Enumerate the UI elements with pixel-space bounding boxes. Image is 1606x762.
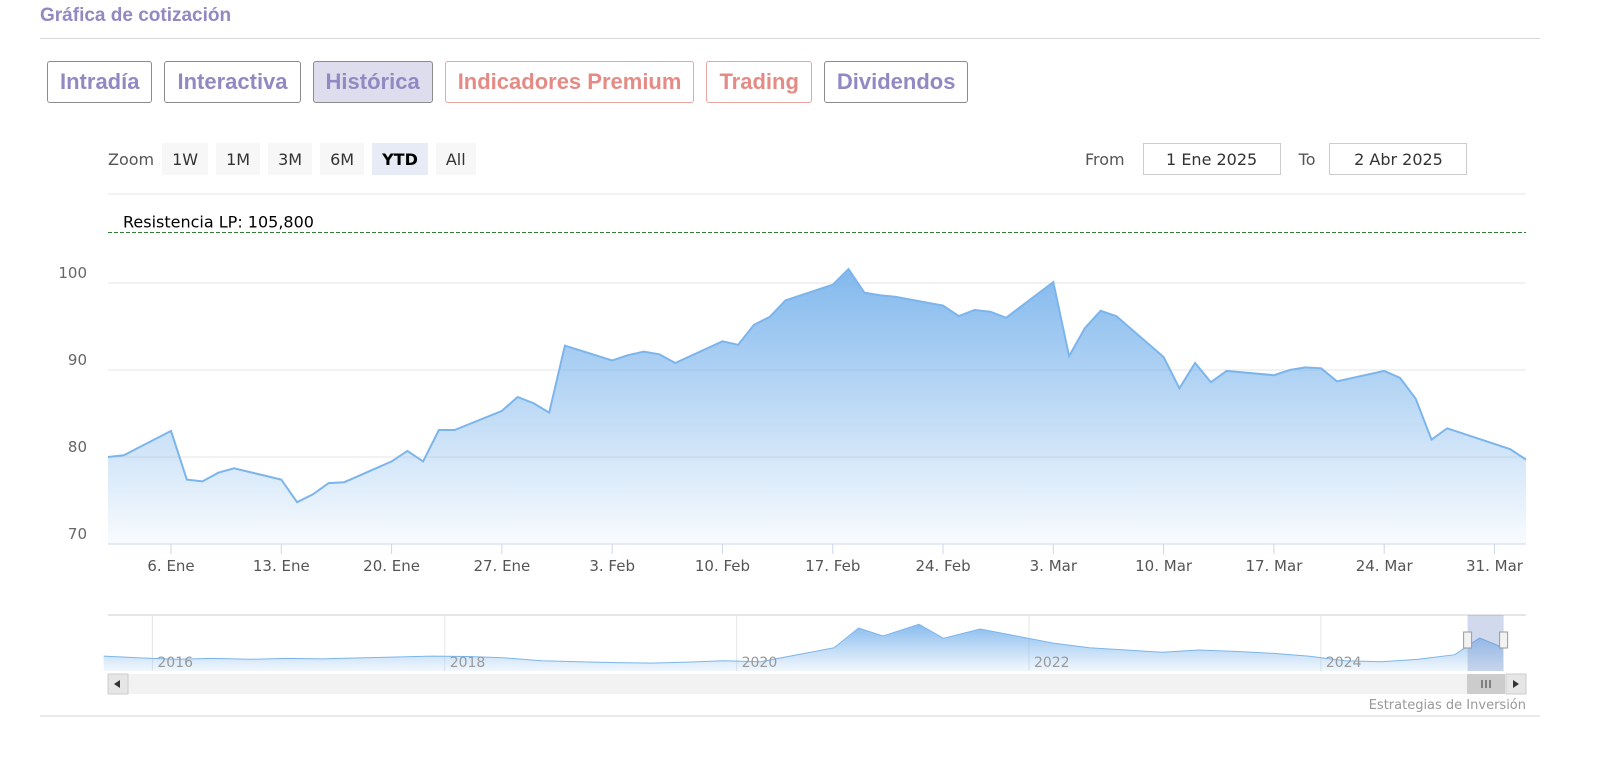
x-tick-label: 24. Feb (915, 557, 970, 575)
tab-button[interactable]: Intradía (47, 61, 153, 103)
date-range: From 1 Ene 2025 To 2 Abr 2025 (1085, 143, 1468, 175)
tab-button[interactable]: Interactiva (164, 61, 301, 103)
tab-button[interactable]: Indicadores Premium (444, 61, 695, 103)
x-tick-label: 17. Mar (1245, 557, 1303, 575)
y-tick-label: 80 (68, 438, 87, 456)
zoom-button[interactable]: All (435, 143, 476, 175)
divider (40, 38, 1540, 39)
to-label: To (1298, 149, 1316, 169)
navigator-label: 2018 (450, 655, 486, 671)
zoom-label: Zoom (108, 149, 155, 169)
grip-icon (1481, 680, 1491, 688)
arrow-icon (114, 680, 120, 688)
x-tick-label: 27. Ene (473, 557, 530, 575)
navigator-line (103, 623, 1504, 664)
x-tick-label: 3. Mar (1030, 557, 1078, 575)
x-tick-label: 31. Mar (1466, 557, 1524, 575)
zoom-button[interactable]: 6M (320, 143, 365, 175)
price-area (108, 269, 1526, 544)
x-tick-label: 24. Mar (1356, 557, 1414, 575)
navigator-area (103, 624, 1504, 671)
zoom-bar: Zoom 1W 1M 3M 6M YTD All (108, 143, 476, 175)
x-tick-label: 10. Mar (1135, 557, 1193, 575)
x-tick-label: 10. Feb (695, 557, 750, 575)
y-tick-label: 90 (68, 351, 87, 369)
tab-button[interactable]: Dividendos (823, 61, 969, 103)
y-tick-label: 70 (68, 525, 87, 543)
zoom-button[interactable]: 1W (162, 143, 209, 175)
zoom-button[interactable]: 1M (216, 143, 261, 175)
navigator-mask (1467, 615, 1504, 671)
zoom-button[interactable]: YTD (372, 143, 428, 175)
x-tick-label: 20. Ene (363, 557, 420, 575)
arrow-icon (1513, 680, 1519, 688)
from-input[interactable]: 1 Ene 2025 (1142, 143, 1281, 175)
zoom-button[interactable]: 3M (268, 143, 313, 175)
tab-button[interactable]: Histórica (312, 61, 433, 103)
navigator-handle[interactable] (1499, 631, 1509, 649)
x-tick-label: 17. Feb (805, 557, 860, 575)
x-tick-label: 6. Ene (147, 557, 194, 575)
price-line (107, 267, 1527, 504)
navigator-handle[interactable] (1463, 631, 1473, 649)
navigator-label: 2020 (742, 655, 778, 671)
resistance-label: Resistencia LP: 105,800 (123, 213, 314, 232)
tab-bar: Intradía Interactiva Histórica Indicadores … (47, 61, 969, 103)
tab-button[interactable]: Trading (706, 61, 812, 103)
navigator-label: 2024 (1326, 655, 1362, 671)
credits: Estrategias de Inversión (1369, 698, 1526, 713)
scrollbar-track[interactable] (108, 674, 1526, 694)
x-tick-label: 3. Feb (589, 557, 635, 575)
navigator-label: 2022 (1034, 655, 1070, 671)
navigator-label: 2016 (157, 655, 193, 671)
section-title: Gráfica de cotización (40, 5, 232, 26)
to-input[interactable]: 2 Abr 2025 (1329, 143, 1468, 175)
from-label: From (1085, 149, 1125, 169)
x-tick-label: 13. Ene (253, 557, 310, 575)
y-tick-label: 100 (58, 264, 87, 282)
